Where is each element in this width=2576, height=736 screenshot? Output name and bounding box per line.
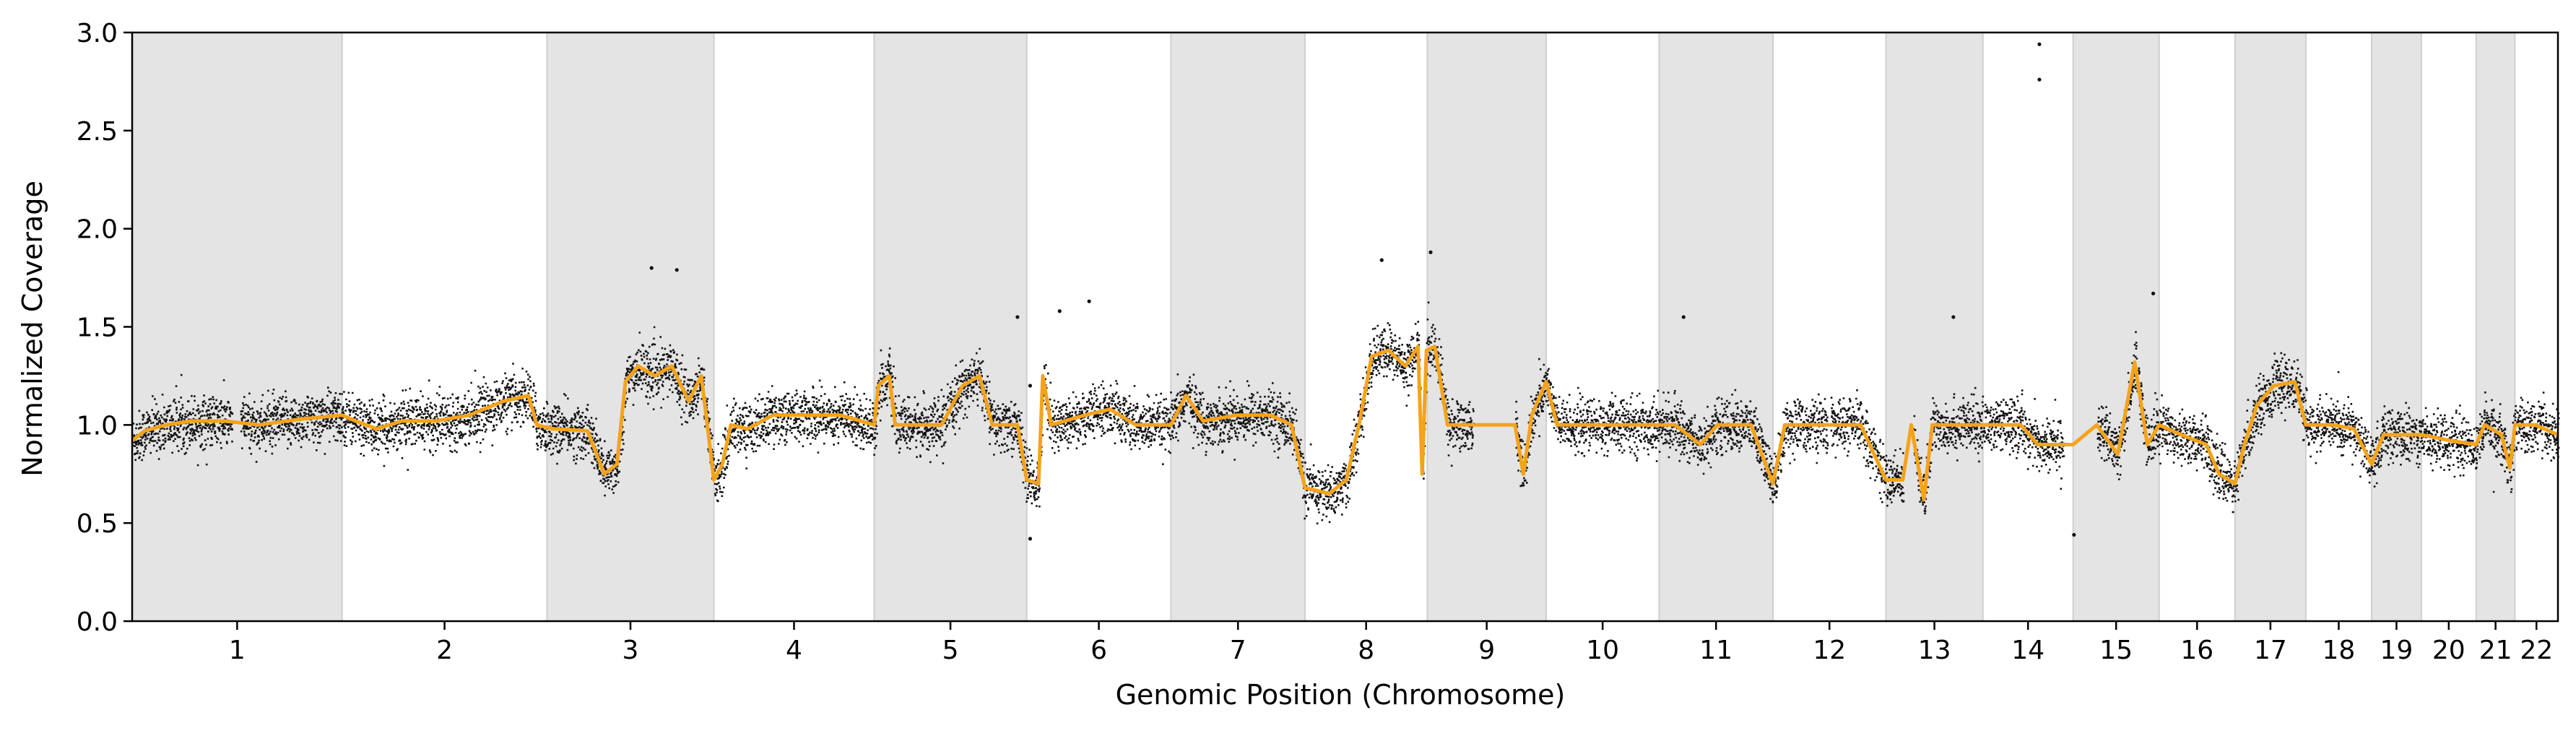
x-tick-label-16: 16 [2180,636,2213,665]
chromosome-band-7 [1170,32,1306,622]
x-tick-label-9: 9 [1478,636,1495,665]
outlier-point-12 [1951,315,1956,319]
segment-line-layer [131,345,2559,502]
x-tick-label-1: 1 [229,636,246,665]
x-tick-label-6: 6 [1090,636,1107,665]
x-tick-label-22: 22 [2520,636,2553,665]
x-tick-label-11: 11 [1699,636,1732,665]
outlier-point-6 [2151,291,2156,295]
outlier-point-13 [1057,309,1062,313]
x-tick-label-3: 3 [623,636,639,665]
x-tick-label-8: 8 [1358,636,1374,665]
y-axis: 0.0 0.5 1.0 1.5 2.0 2.5 3.0 [77,19,132,637]
x-axis: 1 2 3 4 5 6 7 8 9 10 11 12 13 14 15 16 17 18 19 20 21 22 [229,621,2553,665]
x-tick-label-14: 14 [2011,636,2044,665]
chromosome-band-15 [2072,32,2160,622]
x-tick-label-20: 20 [2432,636,2466,665]
x-tick-label-7: 7 [1230,636,1246,665]
chromosome-band-13 [1885,32,1984,622]
x-tick-label-5: 5 [942,636,959,665]
segment-line [131,345,2559,502]
y-tick-label-0.5: 0.5 [77,509,118,539]
chromosome-band-11 [1658,32,1774,622]
chromosome-band-3 [546,32,715,622]
y-axis-label: Normalized Coverage [17,181,48,477]
outlier-point-11 [1681,315,1686,319]
x-tick-label-13: 13 [1918,636,1951,665]
chromosome-band-9 [1426,32,1547,622]
x-tick-label-12: 12 [1813,636,1846,665]
x-tick-label-4: 4 [786,636,802,665]
outlier-point-5 [675,268,679,272]
outlier-point-4 [649,266,654,270]
outlier-point-9 [1028,537,1033,541]
outlier-point-3 [1379,258,1384,262]
chromosome-band-17 [2234,32,2307,622]
x-tick-label-2: 2 [436,636,453,665]
y-tick-label-0.0: 0.0 [77,607,118,637]
chromosome-band-1 [131,32,343,622]
x-tick-label-17: 17 [2254,636,2287,665]
outlier-point-0 [2037,42,2042,46]
x-tick-label-21: 21 [2479,636,2512,665]
outlier-point-7 [1087,299,1091,303]
outlier-point-14 [1015,315,1020,319]
outlier-point-8 [1028,384,1033,388]
outlier-point-2 [1428,250,1433,254]
y-tick-label-2.0: 2.0 [77,215,118,245]
y-tick-label-1.0: 1.0 [77,411,118,441]
y-tick-label-2.5: 2.5 [77,117,118,147]
x-tick-label-19: 19 [2380,636,2414,665]
x-tick-label-18: 18 [2323,636,2356,665]
y-tick-label-1.5: 1.5 [77,313,118,343]
chromosome-band-21 [2475,32,2516,622]
chromosome-band-19 [2370,32,2422,622]
x-axis-label: Genomic Position (Chromosome) [1116,679,1566,711]
chromosome-shading [131,32,2516,622]
outlier-point-10 [2072,532,2076,537]
outlier-point-1 [2037,77,2042,82]
chromosome-band-5 [873,32,1028,622]
y-tick-label-3.0: 3.0 [77,19,118,48]
x-tick-label-15: 15 [2099,636,2133,665]
x-tick-label-10: 10 [1586,636,1619,665]
coverage-points [132,42,2560,541]
